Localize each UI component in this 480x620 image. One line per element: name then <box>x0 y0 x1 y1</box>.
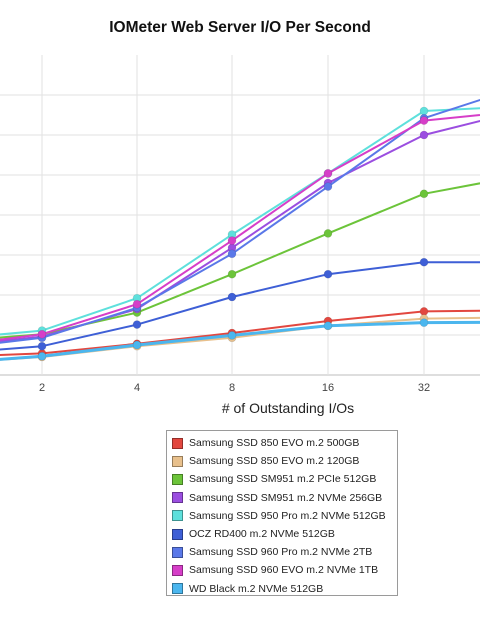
data-point <box>419 318 429 327</box>
data-point <box>419 257 429 267</box>
legend-item: Samsung SSD 960 Pro m.2 NVMe 2TB <box>167 543 397 561</box>
legend-item: Samsung SSD 850 EVO m.2 500GB <box>167 434 397 452</box>
series-1 <box>0 307 480 358</box>
legend-swatch <box>172 528 183 540</box>
legend-item: WD Black m.2 NVMe 512GB <box>167 580 397 598</box>
legend: Samsung SSD 850 EVO m.2 500GB Samsung SSD… <box>166 430 398 596</box>
legend-swatch <box>172 455 183 467</box>
series-8 <box>0 113 480 341</box>
legend-label: Samsung SSD 960 Pro m.2 NVMe 2TB <box>189 546 373 559</box>
data-point <box>227 292 237 302</box>
legend-item: OCZ RD400 m.2 NVMe 512GB <box>167 525 397 543</box>
legend-label: Samsung SSD SM951 m.2 NVMe 256GB <box>189 491 383 504</box>
data-point <box>419 130 429 140</box>
data-point <box>132 299 142 309</box>
legend-item: Samsung SSD SM951 m.2 NVMe 256GB <box>167 489 397 507</box>
legend-item: Samsung SSD SM951 m.2 PCIe 512GB <box>167 470 397 488</box>
legend-swatch <box>172 473 183 485</box>
legend-item: Samsung SSD 960 EVO m.2 NVMe 1TB <box>167 561 397 579</box>
legend-label: OCZ RD400 m.2 NVMe 512GB <box>189 528 335 541</box>
x-tick-label: 4 <box>134 382 140 394</box>
legend-swatch <box>172 510 183 522</box>
x-axis-label: # of Outstanding I/Os <box>221 400 355 416</box>
chart-title: IOMeter Web Server I/O Per Second <box>109 19 371 36</box>
legend-swatch <box>172 437 183 449</box>
data-point <box>323 182 333 191</box>
legend-item: Samsung SSD 950 Pro m.2 NVMe 512GB <box>167 507 397 525</box>
series-line <box>0 107 480 336</box>
legend-swatch <box>172 564 183 576</box>
series-7 <box>0 98 480 344</box>
series-line <box>0 261 480 351</box>
legend-swatch <box>172 492 183 504</box>
data-point <box>37 329 47 339</box>
data-point <box>227 331 237 340</box>
legend-label: Samsung SSD SM951 m.2 PCIe 512GB <box>189 473 377 486</box>
series-line <box>0 98 480 344</box>
plot-area: 2 4 8 16 32 <box>0 55 480 394</box>
data-point <box>419 189 429 199</box>
series-9 <box>0 318 480 361</box>
data-point <box>227 269 237 279</box>
legend-swatch <box>172 583 183 595</box>
legend-label: WD Black m.2 NVMe 512GB <box>189 582 324 595</box>
data-point <box>37 351 47 361</box>
legend-label: Samsung SSD 950 Pro m.2 NVMe 512GB <box>189 509 386 522</box>
data-point <box>227 249 237 259</box>
data-point <box>37 341 47 351</box>
legend-label: Samsung SSD 850 EVO m.2 500GB <box>189 437 360 450</box>
data-point <box>419 106 429 116</box>
x-tick-label: 8 <box>229 382 235 394</box>
legend-label: Samsung SSD 960 EVO m.2 NVMe 1TB <box>189 564 379 577</box>
series-lines <box>0 98 480 362</box>
x-tick-label: 2 <box>39 382 45 394</box>
data-point <box>323 321 333 331</box>
series-3 <box>0 182 480 339</box>
data-point <box>132 340 142 350</box>
x-tick-label: 32 <box>418 382 430 394</box>
data-point <box>132 320 142 329</box>
legend-swatch <box>172 546 183 558</box>
x-axis-ticks: 2 4 8 16 32 <box>39 382 430 394</box>
series-5 <box>0 106 480 336</box>
series-6 <box>0 257 480 351</box>
x-tick-label: 16 <box>322 382 334 394</box>
series-line <box>0 182 480 339</box>
data-point <box>227 236 237 245</box>
data-point <box>323 269 333 279</box>
data-point <box>419 307 429 316</box>
legend-label: Samsung SSD 850 EVO m.2 120GB <box>189 455 360 468</box>
data-point <box>323 169 333 178</box>
data-point <box>419 116 429 125</box>
legend-item: Samsung SSD 850 EVO m.2 120GB <box>167 452 397 470</box>
data-point <box>323 229 333 238</box>
